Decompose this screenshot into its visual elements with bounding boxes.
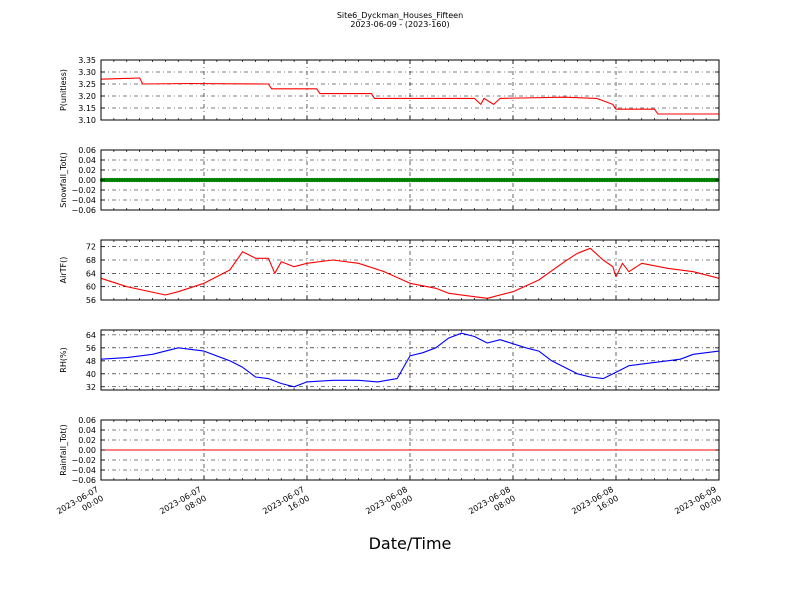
y-tick-label: 3.35: [78, 56, 96, 65]
y-tick-label: 48: [86, 357, 96, 366]
series-line: [100, 332, 720, 388]
y-tick-label: 0.00: [78, 446, 96, 455]
chart-title: Site6_Dyckman_Houses_Fifteen: [336, 11, 464, 20]
y-tick-label: −0.06: [71, 206, 96, 215]
y-axis-label: P(unitless): [59, 69, 68, 111]
y-tick-label: 40: [86, 370, 96, 379]
y-tick-label: 3.30: [78, 68, 96, 77]
y-tick-label: 60: [86, 283, 96, 292]
x-tick-label: 2023-06-0900:00: [673, 485, 723, 525]
y-tick-label: −0.02: [71, 186, 96, 195]
series-line: [100, 247, 720, 299]
x-tick-label: 2023-06-0816:00: [570, 485, 620, 525]
x-tick-label: 2023-06-0700:00: [55, 485, 105, 525]
y-tick-label: 68: [86, 256, 96, 265]
y-tick-label: 3.10: [78, 116, 96, 125]
y-tick-label: −0.02: [71, 456, 96, 465]
y-tick-label: 0.02: [78, 436, 96, 445]
x-tick-label: 2023-06-0716:00: [261, 485, 311, 525]
y-tick-label: −0.04: [71, 196, 96, 205]
y-tick-label: 56: [86, 296, 96, 305]
y-tick-label: 64: [86, 269, 96, 278]
y-tick-label: 3.20: [78, 92, 96, 101]
y-tick-label: 0.04: [78, 426, 96, 435]
y-tick-label: −0.04: [71, 466, 96, 475]
y-axis-label: AirTF(): [59, 257, 68, 284]
y-tick-label: 32: [86, 383, 96, 392]
x-axis-label: Date/Time: [368, 534, 452, 553]
y-tick-label: 0.02: [78, 166, 96, 175]
y-tick-label: 0.04: [78, 156, 96, 165]
y-tick-label: −0.06: [71, 476, 96, 485]
x-tick-label: 2023-06-0808:00: [467, 485, 517, 525]
y-tick-label: 3.25: [78, 80, 96, 89]
y-axis-label: Snowfall_Tot(): [59, 152, 68, 208]
panel-2: −0.06−0.04−0.020.000.020.040.06 Snowfall_…: [59, 146, 720, 215]
x-tick-label: 2023-06-0800:00: [364, 485, 414, 525]
panel-1: 3.10 3.15 3.20 3.25 3.30 3.35 P(unitless): [59, 56, 720, 125]
y-tick-label: 72: [86, 243, 96, 252]
y-tick-label: 64: [86, 331, 96, 340]
panel-3: 56 60 64 68 72 AirTF(): [59, 239, 720, 305]
y-tick-label: 0.06: [78, 146, 96, 155]
y-tick-label: 3.15: [78, 104, 96, 113]
y-axis-label: RH(%): [59, 347, 68, 372]
y-axis-label: Rainfall_Tot(): [59, 424, 68, 476]
y-tick-label: 0.00: [78, 176, 96, 185]
panel-4: 32 40 48 56 64 RH(%): [59, 329, 720, 392]
panel-5: −0.06−0.04−0.020.000.020.040.06 Rainfall_…: [59, 416, 720, 485]
chart-subtitle: 2023-06-09 - (2023-160): [350, 20, 450, 29]
y-tick-label: 56: [86, 344, 96, 353]
x-tick-label: 2023-06-0708:00: [158, 485, 208, 525]
series-line: [100, 77, 719, 115]
y-tick-label: 0.06: [78, 416, 96, 425]
